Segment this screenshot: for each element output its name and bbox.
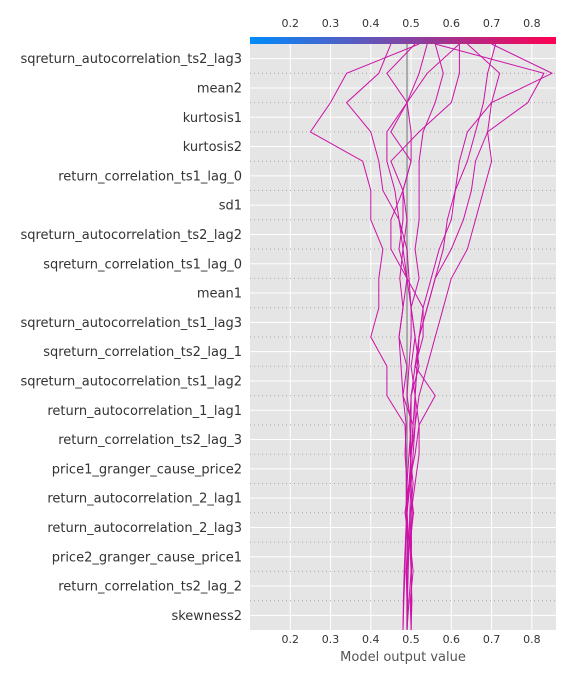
decision-lines (309, 43, 554, 631)
feature-label: sqreturn_autocorrelation_ts2_lag3 (20, 52, 242, 67)
x-tick-labels: 0.2 0.3 0.4 0.5 0.6 0.7 0.8 (282, 633, 541, 646)
colorbar-tick-label: 0.7 (483, 17, 501, 30)
feature-label: kurtosis2 (183, 140, 242, 155)
feature-label: return_autocorrelation_1_lag1 (47, 404, 242, 419)
x-tick-label: 0.3 (322, 633, 340, 646)
x-tick-label: 0.7 (483, 633, 501, 646)
colorbar-tick-label: 0.6 (443, 17, 461, 30)
feature-label: return_correlation_ts2_lag_2 (58, 580, 242, 595)
feature-label: price2_granger_cause_price1 (52, 550, 242, 565)
colorbar-tick-label: 0.2 (282, 17, 300, 30)
colorbar-tick-label: 0.3 (322, 17, 340, 30)
decision-line (406, 43, 444, 631)
feature-label: kurtosis1 (183, 111, 242, 126)
feature-label: return_correlation_ts1_lag_0 (58, 169, 242, 184)
feature-label: sqreturn_autocorrelation_ts1_lag2 (20, 374, 242, 389)
x-tick-label: 0.6 (443, 633, 461, 646)
feature-label: skewness2 (171, 609, 242, 624)
feature-labels: sqreturn_autocorrelation_ts2_lag3 mean2 ku… (20, 52, 242, 624)
feature-label: price1_granger_cause_price2 (52, 462, 242, 477)
feature-label: return_autocorrelation_2_lag1 (47, 492, 242, 507)
colorbar-tick-label: 0.4 (362, 17, 380, 30)
feature-label: return_correlation_ts2_lag_3 (58, 433, 242, 448)
feature-label: sqreturn_correlation_ts2_lag_1 (43, 345, 242, 360)
colorbar-tick-label: 0.8 (523, 17, 541, 30)
feature-label: sqreturn_autocorrelation_ts1_lag3 (20, 316, 242, 331)
x-tick-label: 0.2 (282, 633, 300, 646)
colorbar-tick-labels: 0.2 0.3 0.4 0.5 0.6 0.7 0.8 (282, 17, 541, 30)
decision-line (390, 43, 460, 630)
decision-line (402, 43, 545, 631)
feature-label: sqreturn_autocorrelation_ts2_lag2 (20, 228, 242, 243)
feature-label: sqreturn_correlation_ts1_lag_0 (43, 257, 242, 272)
x-tick-label: 0.4 (362, 633, 380, 646)
x-tick-label: 0.5 (402, 633, 420, 646)
feature-label: mean2 (197, 81, 242, 96)
feature-label: mean1 (197, 287, 242, 302)
feature-label: return_autocorrelation_2_lag3 (47, 521, 242, 536)
colorbar-tick-label: 0.5 (402, 17, 420, 30)
x-tick-label: 0.8 (523, 633, 541, 646)
colorbar (250, 37, 556, 44)
x-axis-label: Model output value (340, 650, 466, 665)
feature-label: sd1 (219, 199, 242, 214)
